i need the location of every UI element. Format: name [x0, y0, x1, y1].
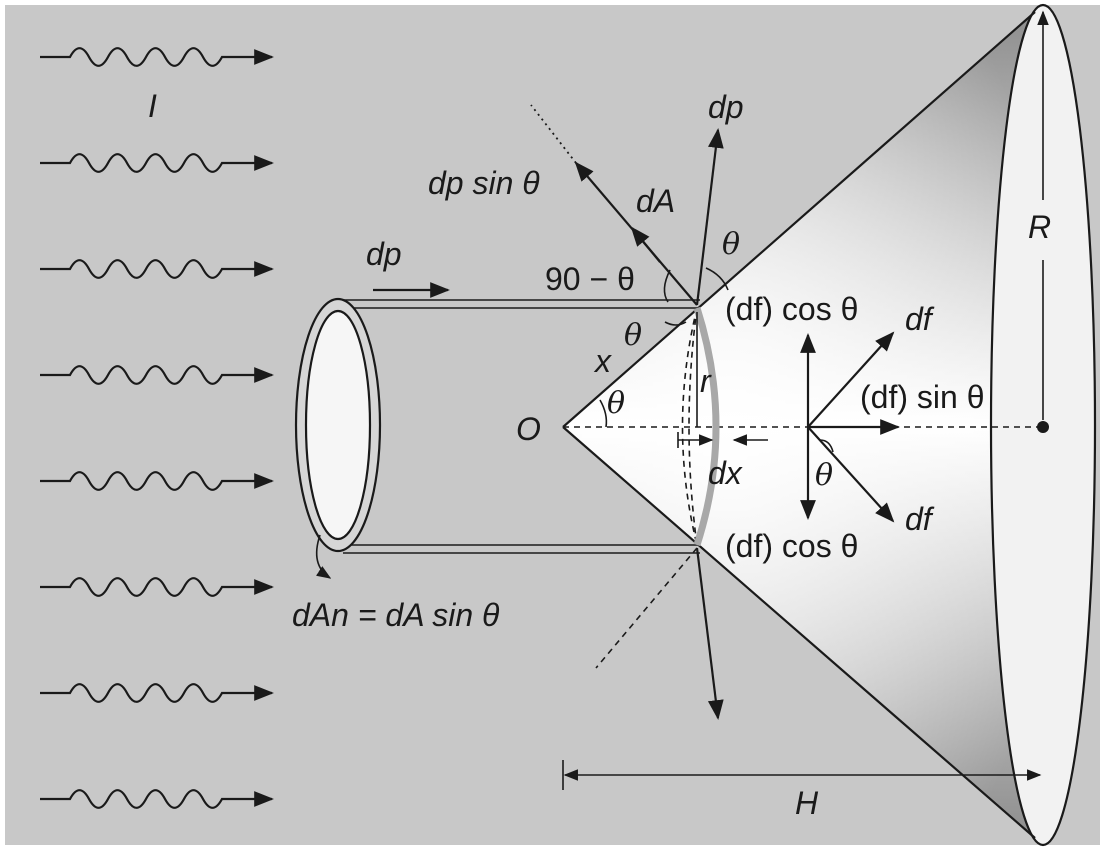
- x-label: x: [593, 343, 612, 379]
- theta-label-top: θ: [722, 227, 740, 262]
- R-label: R: [1028, 209, 1051, 245]
- base-center-dot: [1037, 421, 1049, 433]
- theta-label-origin: θ: [607, 386, 625, 421]
- wave-ray-4: [40, 365, 274, 385]
- wave-ray-5: [40, 471, 274, 491]
- wave-ray-1: [40, 47, 274, 67]
- ring-element-band: [693, 306, 720, 547]
- H-label: H: [795, 785, 819, 821]
- df-cos-top-label: (df) cos θ: [725, 291, 858, 327]
- dp-up-arrow: [695, 128, 724, 306]
- df-top-arrow: [807, 331, 895, 428]
- intensity-label: I: [148, 88, 157, 124]
- df-sin-label: (df) sin θ: [860, 379, 984, 415]
- wave-ray-7: [40, 683, 274, 703]
- theta-label-bottom: θ: [815, 458, 833, 493]
- df-cos-bottom-label: (df) cos θ: [725, 528, 858, 564]
- wave-ray-6: [40, 577, 274, 597]
- dAn-label: dAn = dA sin θ: [292, 597, 500, 633]
- incoming-waves: [40, 47, 274, 809]
- dp-sin-label: dp sin θ: [428, 165, 540, 201]
- normal-dotted-line: [530, 104, 577, 164]
- dx-label: dx: [708, 455, 743, 491]
- cone-upper-edge: [562, 11, 1036, 428]
- dA-label: dA: [636, 183, 675, 219]
- r-label: r: [700, 363, 712, 399]
- beam-ring-inner: [304, 309, 372, 541]
- theta-label-x: θ: [624, 318, 642, 353]
- df-bottom-arrow: [807, 426, 895, 523]
- wave-ray-3: [40, 259, 274, 279]
- dp-beam-label: dp: [366, 236, 402, 272]
- ninety-minus-theta-label: 90 − θ: [545, 261, 635, 297]
- lower-normal-dashed: [595, 547, 698, 669]
- ring-dashed-arc-1: [681, 307, 698, 546]
- df-bottom-label: df: [905, 501, 935, 537]
- wave-ray-2: [40, 153, 274, 173]
- df-top-label: df: [905, 301, 935, 337]
- dp-top-label: dp: [708, 89, 744, 125]
- dp-down-arrow: [695, 547, 724, 720]
- dAn-pointer: [315, 534, 332, 579]
- wave-ray-8: [40, 789, 274, 809]
- dA-arrow: [630, 226, 661, 263]
- beam-cylinder-edges: [343, 299, 700, 554]
- origin-O-label: O: [516, 411, 541, 447]
